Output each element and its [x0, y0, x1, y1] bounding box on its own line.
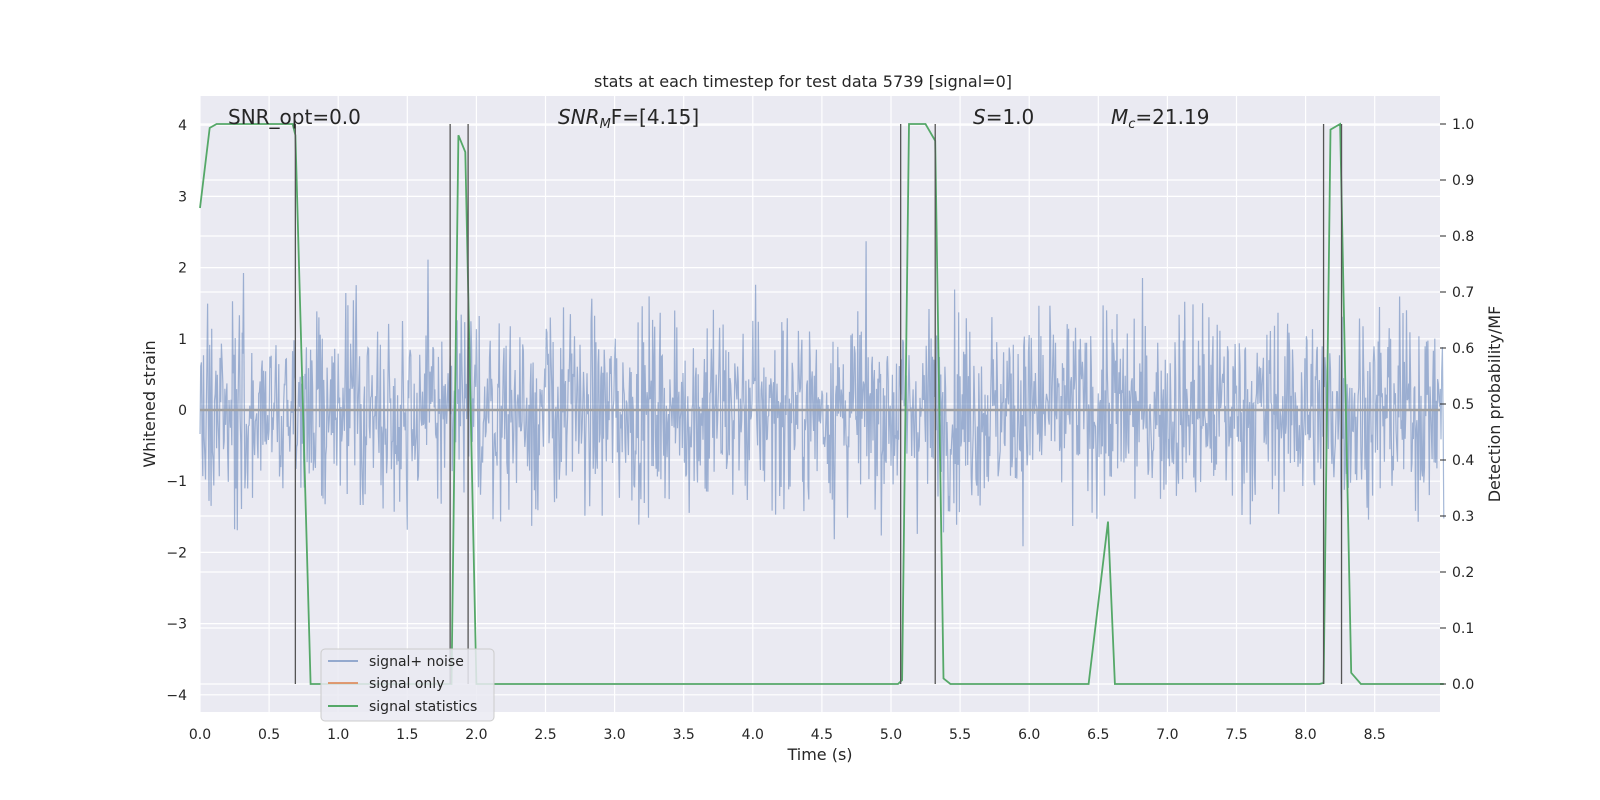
- x-tick-label-13: 6.5: [1087, 727, 1109, 743]
- y-tick-label-1: 3: [178, 189, 187, 205]
- annotation-mc: Mc=21.19: [1111, 105, 1209, 132]
- series-signal-noise: [199, 241, 1445, 547]
- statistics-line: [199, 122, 1444, 685]
- y-tick-label-4: 0: [178, 403, 187, 419]
- annotation-s-tail: =1.0: [986, 105, 1035, 129]
- detection-markers: [294, 124, 1343, 684]
- y-tick-label-2: 2: [178, 261, 187, 277]
- x-axis-label: Time (s): [786, 745, 852, 764]
- y-right-tick-labels: 1.0 0.9 0.8 0.7 0.6 0.5 0.4 0.3 0.2 0.1 0.0: [1440, 117, 1474, 693]
- y-tick-label-3: 1: [178, 332, 187, 348]
- x-tick-label-1: 0.5: [258, 727, 280, 743]
- series-signal-statistics: [199, 122, 1444, 685]
- annotation-snr-mf: SNRMF=[4.15]: [558, 105, 699, 132]
- x-tick-label-17: 8.5: [1364, 727, 1386, 743]
- y-tick-label-8: −4: [166, 688, 187, 704]
- annotation-s: S=1.0: [973, 105, 1034, 129]
- x-tick-label-15: 7.5: [1225, 727, 1247, 743]
- x-tick-label-11: 5.5: [949, 727, 971, 743]
- annotation-snr-opt: SNR_opt=0.0: [228, 105, 361, 129]
- x-tick-label-0: 0.0: [189, 727, 211, 743]
- x-tick-label-9: 4.5: [811, 727, 833, 743]
- y-right-tick-label-0: 1.0: [1452, 117, 1474, 133]
- y-right-tick-label-5: 0.5: [1452, 397, 1474, 413]
- y-right-tick-label-3: 0.7: [1452, 285, 1474, 301]
- y-right-axis-label: Detection probability/MF: [1485, 306, 1504, 503]
- annotation-snr-mf-tail: F=[4.15]: [611, 105, 699, 129]
- x-tick-label-16: 8.0: [1294, 727, 1316, 743]
- annotation-snr-mf-sub: M: [600, 117, 611, 132]
- y-tick-label-7: −3: [166, 617, 187, 633]
- y-tick-labels: 4 3 2 1 0 −1 −2 −3 −4: [166, 118, 187, 704]
- y-right-tick-label-10: 0.0: [1452, 677, 1474, 693]
- y-tick-label-5: −1: [166, 474, 187, 490]
- y-tick-label-6: −2: [166, 545, 187, 561]
- annotation-s-label: S: [973, 105, 986, 129]
- annotation-mc-tail: =21.19: [1135, 105, 1209, 129]
- y-right-tick-label-1: 0.9: [1452, 173, 1474, 189]
- legend-label-signal-only: signal only: [369, 676, 444, 692]
- y-axis-label: Whitened strain: [140, 340, 159, 467]
- x-tick-label-12: 6.0: [1018, 727, 1040, 743]
- legend: signal+ noise signal only signal statist…: [320, 648, 495, 722]
- legend-label-statistics: signal statistics: [369, 699, 477, 715]
- x-tick-label-10: 5.0: [880, 727, 902, 743]
- y-right-tick-label-8: 0.2: [1452, 565, 1474, 581]
- annotation-mc-sub: c: [1128, 117, 1135, 132]
- x-tick-label-3: 1.5: [396, 727, 418, 743]
- y-right-tick-label-4: 0.6: [1452, 341, 1474, 357]
- x-tick-label-8: 4.0: [742, 727, 764, 743]
- y-tick-label-0: 4: [178, 118, 187, 134]
- noise-trace: [199, 241, 1445, 547]
- legend-box: [320, 648, 495, 722]
- x-tick-label-2: 1.0: [327, 727, 349, 743]
- y-right-tick-label-2: 0.8: [1452, 229, 1474, 245]
- y-right-tick-label-6: 0.4: [1452, 453, 1474, 469]
- annotation-mc-label: M: [1111, 105, 1128, 129]
- y-right-tick-label-7: 0.3: [1452, 509, 1474, 525]
- x-tick-label-4: 2.0: [465, 727, 487, 743]
- annotation-snr-mf-label: SNR: [558, 105, 600, 129]
- chart-title: stats at each timestep for test data 573…: [594, 72, 1012, 91]
- x-tick-label-7: 3.5: [673, 727, 695, 743]
- x-tick-labels: 0.0 0.5 1.0 1.5 2.0 2.5 3.0 3.5 4.0 4.5 5.0 5.5 6.0 6…: [189, 727, 1386, 743]
- x-tick-label-5: 2.5: [534, 727, 556, 743]
- legend-label-noise: signal+ noise: [369, 654, 464, 670]
- x-tick-label-14: 7.0: [1156, 727, 1178, 743]
- y-right-tick-label-9: 0.1: [1452, 621, 1474, 637]
- x-tick-label-6: 3.0: [603, 727, 625, 743]
